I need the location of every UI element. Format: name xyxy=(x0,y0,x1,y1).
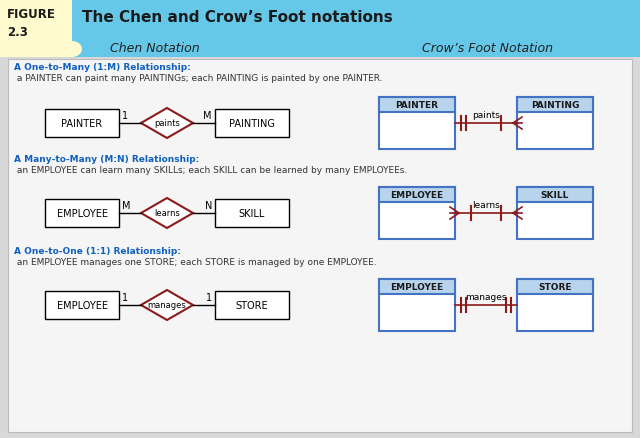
Bar xyxy=(45,200,119,227)
Bar xyxy=(379,187,455,240)
Bar xyxy=(8,60,632,432)
Text: FIGURE: FIGURE xyxy=(7,8,56,21)
Text: PAINTER: PAINTER xyxy=(61,119,102,129)
Bar xyxy=(517,98,593,150)
Bar xyxy=(379,279,455,294)
Bar xyxy=(379,98,455,150)
Text: A Many-to-Many (M:N) Relationship:: A Many-to-Many (M:N) Relationship: xyxy=(14,155,199,164)
Text: 1: 1 xyxy=(206,292,212,302)
Text: manages: manages xyxy=(148,301,186,310)
Text: a PAINTER can paint many PAINTINGs; each PAINTING is painted by one PAINTER.: a PAINTER can paint many PAINTINGs; each… xyxy=(14,74,383,83)
Text: A One-to-One (1:1) Relationship:: A One-to-One (1:1) Relationship: xyxy=(14,247,181,255)
Ellipse shape xyxy=(62,42,82,58)
Text: PAINTING: PAINTING xyxy=(531,101,579,110)
Text: paints: paints xyxy=(472,111,500,120)
Text: PAINTER: PAINTER xyxy=(396,101,438,110)
Text: EMPLOYEE: EMPLOYEE xyxy=(56,208,108,219)
Bar xyxy=(215,200,289,227)
Text: an EMPLOYEE can learn many SKILLs; each SKILL can be learned by many EMPLOYEEs.: an EMPLOYEE can learn many SKILLs; each … xyxy=(14,166,407,175)
Text: learns: learns xyxy=(472,201,500,209)
Bar xyxy=(45,110,119,138)
Bar xyxy=(517,279,593,294)
Bar xyxy=(0,0,72,58)
Bar xyxy=(379,187,455,202)
Text: STORE: STORE xyxy=(236,300,268,310)
Bar xyxy=(215,110,289,138)
Text: 1: 1 xyxy=(122,111,128,121)
Bar xyxy=(0,0,640,58)
Text: an EMPLOYEE manages one STORE; each STORE is managed by one EMPLOYEE.: an EMPLOYEE manages one STORE; each STOR… xyxy=(14,258,376,266)
Polygon shape xyxy=(141,109,193,139)
Polygon shape xyxy=(141,290,193,320)
Text: EMPLOYEE: EMPLOYEE xyxy=(56,300,108,310)
Text: Chen Notation: Chen Notation xyxy=(110,42,200,55)
Bar xyxy=(517,98,593,113)
Bar xyxy=(379,279,455,331)
Text: 2.3: 2.3 xyxy=(7,26,28,39)
Text: M: M xyxy=(122,201,131,211)
Bar xyxy=(215,291,289,319)
Text: STORE: STORE xyxy=(538,283,572,291)
Text: M: M xyxy=(204,111,212,121)
Text: SKILL: SKILL xyxy=(541,191,569,200)
Text: EMPLOYEE: EMPLOYEE xyxy=(390,283,444,291)
Polygon shape xyxy=(141,198,193,229)
Bar xyxy=(45,291,119,319)
Text: 1: 1 xyxy=(122,292,128,302)
Text: manages: manages xyxy=(465,292,507,301)
Bar xyxy=(517,279,593,331)
Text: learns: learns xyxy=(154,209,180,218)
Bar xyxy=(517,187,593,202)
Bar xyxy=(517,187,593,240)
Text: N: N xyxy=(205,201,212,211)
Bar xyxy=(379,98,455,113)
Text: EMPLOYEE: EMPLOYEE xyxy=(390,191,444,200)
Text: PAINTING: PAINTING xyxy=(229,119,275,129)
Text: A One-to-Many (1:M) Relationship:: A One-to-Many (1:M) Relationship: xyxy=(14,63,191,72)
Text: The Chen and Crow’s Foot notations: The Chen and Crow’s Foot notations xyxy=(82,10,393,25)
Text: paints: paints xyxy=(154,119,180,128)
Text: SKILL: SKILL xyxy=(239,208,265,219)
Text: Crow’s Foot Notation: Crow’s Foot Notation xyxy=(422,42,554,55)
